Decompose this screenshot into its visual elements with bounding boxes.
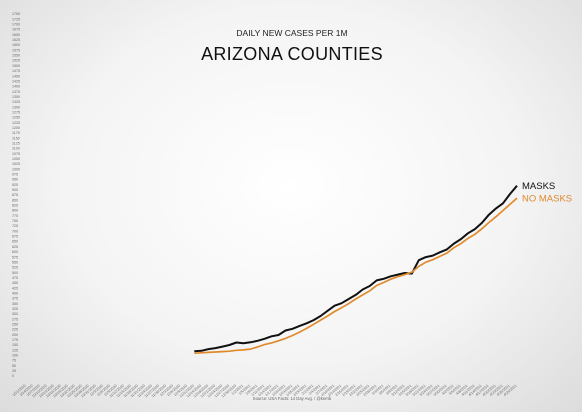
- x-axis: 10/1/202010/4/202010/7/202010/10/202010/…: [12, 384, 518, 399]
- y-tick-label: 1475: [12, 69, 20, 73]
- y-tick-label: 375: [12, 297, 18, 301]
- y-tick-label: 125: [12, 348, 18, 352]
- y-tick-label: 1525: [12, 59, 20, 63]
- y-tick-label: 550: [12, 260, 18, 264]
- y-tick-label: 875: [12, 193, 18, 197]
- y-tick-label: 600: [12, 250, 18, 254]
- y-tick-label: 25: [12, 369, 16, 373]
- y-tick-label: 1125: [12, 142, 20, 146]
- y-tick-label: 1150: [12, 136, 20, 140]
- y-tick-label: 250: [12, 323, 18, 327]
- chart-title: ARIZONA COUNTIES: [201, 44, 383, 64]
- y-tick-label: 1650: [12, 33, 20, 37]
- y-tick-label: 850: [12, 198, 18, 202]
- y-tick-label: 1025: [12, 162, 20, 166]
- y-tick-label: 50: [12, 364, 16, 368]
- y-tick-label: 1300: [12, 105, 20, 109]
- y-tick-label: 575: [12, 255, 18, 259]
- series-labels: MASKS NO MASKS: [522, 181, 572, 204]
- y-tick-label: 825: [12, 204, 18, 208]
- y-tick-label: 700: [12, 229, 18, 233]
- y-tick-label: 975: [12, 173, 18, 177]
- y-tick-label: 925: [12, 183, 18, 187]
- y-tick-label: 1750: [12, 12, 20, 16]
- y-tick-label: 1275: [12, 111, 20, 115]
- y-tick-label: 500: [12, 271, 18, 275]
- y-tick-label: 1200: [12, 126, 20, 130]
- y-tick-label: 1725: [12, 17, 20, 21]
- y-tick-label: 1675: [12, 28, 20, 32]
- y-tick-label: 1600: [12, 43, 20, 47]
- y-tick-label: 1625: [12, 38, 20, 42]
- series-label: NO MASKS: [522, 194, 572, 205]
- y-tick-label: 450: [12, 281, 18, 285]
- y-tick-label: 1250: [12, 116, 20, 120]
- chart-source: Source: USA Facts: 14 Day Avg. / @kerrib: [253, 396, 332, 401]
- y-tick-label: 800: [12, 209, 18, 213]
- y-tick-label: 400: [12, 292, 18, 296]
- y-tick-label: 1450: [12, 74, 20, 78]
- y-tick-label: 1050: [12, 157, 20, 161]
- series-line: [194, 185, 518, 353]
- y-tick-label: 1425: [12, 79, 20, 83]
- y-tick-label: 750: [12, 219, 18, 223]
- plot-area: [194, 185, 518, 355]
- y-tick-label: 1550: [12, 54, 20, 58]
- y-tick-label: 1100: [12, 147, 20, 151]
- y-tick-label: 650: [12, 240, 18, 244]
- y-tick-label: 1000: [12, 167, 20, 171]
- y-tick-label: 225: [12, 328, 18, 332]
- y-tick-label: 275: [12, 317, 18, 321]
- y-tick-label: 1225: [12, 121, 20, 125]
- y-tick-label: 350: [12, 302, 18, 306]
- y-tick-label: 475: [12, 276, 18, 280]
- y-tick-label: 675: [12, 235, 18, 239]
- y-tick-label: 725: [12, 224, 18, 228]
- y-tick-label: 300: [12, 312, 18, 316]
- y-tick-label: 900: [12, 188, 18, 192]
- series-line: [194, 197, 518, 355]
- series-label: MASKS: [522, 181, 555, 192]
- y-tick-label: 100: [12, 354, 18, 358]
- chart-subtitle: DAILY NEW CASES PER 1M: [236, 28, 347, 38]
- y-tick-label: 1500: [12, 64, 20, 68]
- y-tick-label: 1375: [12, 90, 20, 94]
- y-tick-label: 175: [12, 338, 18, 342]
- y-tick-label: 625: [12, 245, 18, 249]
- y-tick-label: 1400: [12, 85, 20, 89]
- y-tick-label: 1350: [12, 95, 20, 99]
- y-tick-label: 775: [12, 214, 18, 218]
- y-tick-label: 325: [12, 307, 18, 311]
- y-tick-label: 1075: [12, 152, 20, 156]
- y-tick-label: 525: [12, 266, 18, 270]
- y-tick-label: 150: [12, 343, 18, 347]
- y-tick-label: 1325: [12, 100, 20, 104]
- y-tick-label: 200: [12, 333, 18, 337]
- y-tick-label: 1575: [12, 48, 20, 52]
- y-tick-label: 0: [12, 374, 14, 378]
- y-tick-label: 425: [12, 286, 18, 290]
- y-tick-label: 75: [12, 359, 16, 363]
- y-tick-label: 950: [12, 178, 18, 182]
- y-tick-label: 1175: [12, 131, 20, 135]
- y-tick-label: 1700: [12, 23, 20, 27]
